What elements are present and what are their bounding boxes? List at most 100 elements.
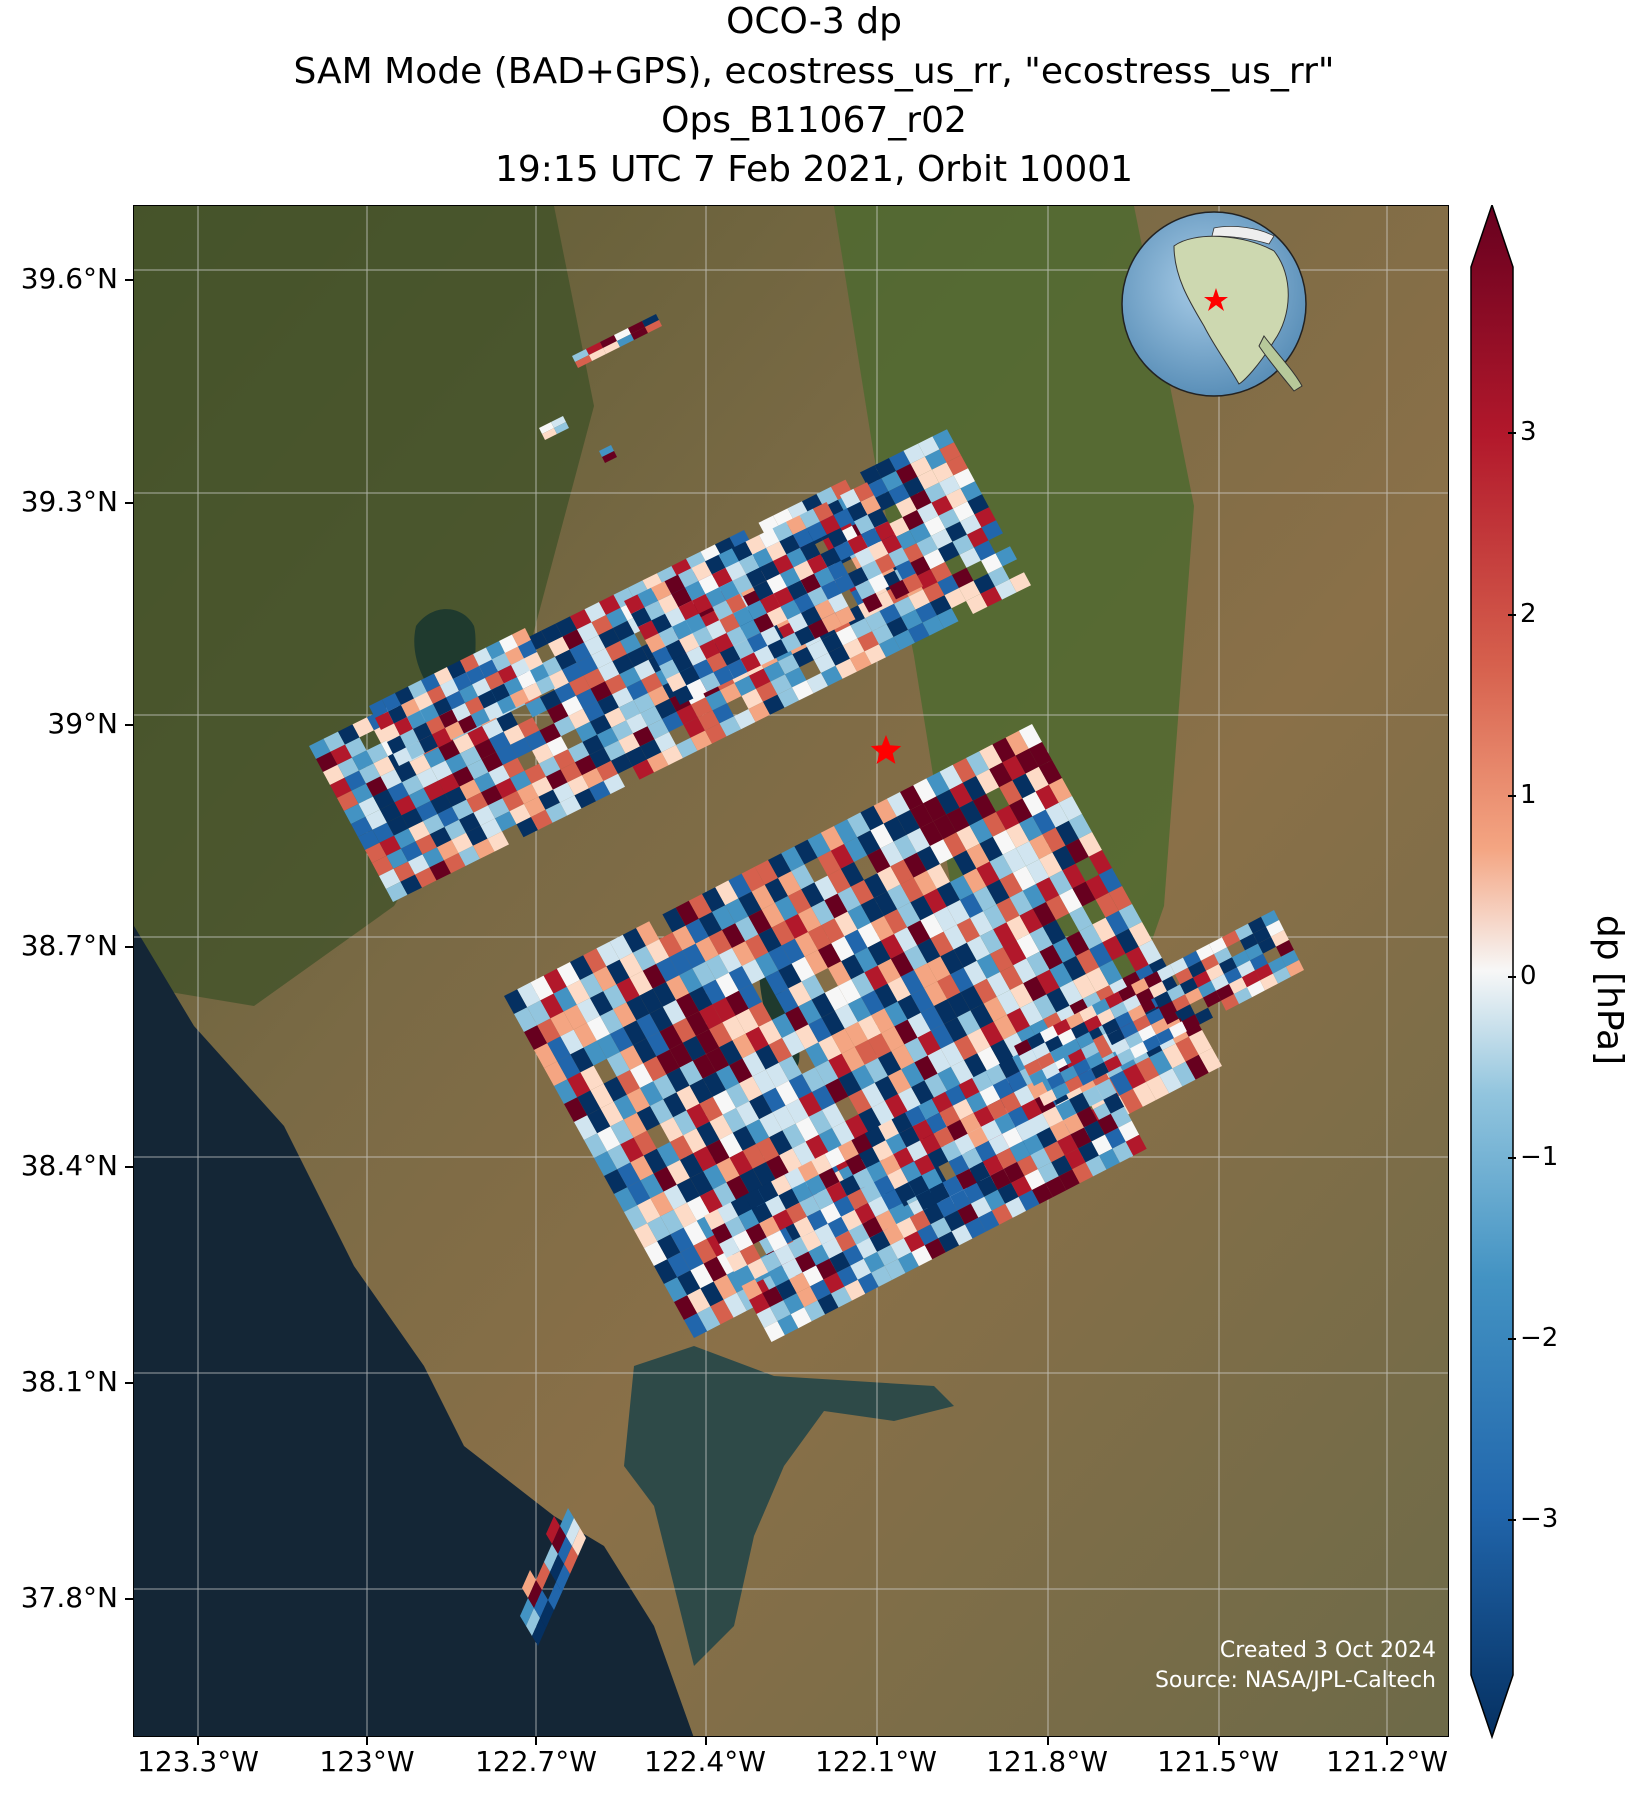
sounding-cell (827, 528, 848, 548)
sounding-cell (884, 1259, 906, 1280)
sounding-cell (619, 700, 641, 721)
sounding-cell (912, 1119, 934, 1141)
sounding-cell (459, 812, 481, 833)
sounding-cell (684, 1313, 708, 1338)
sounding-cell (1026, 859, 1050, 884)
sounding-cell (568, 742, 590, 763)
sounding-cell (1022, 884, 1046, 909)
sounding-cell (431, 760, 453, 781)
sounding-cell (467, 726, 489, 747)
sounding-cell (1086, 967, 1110, 992)
sounding-cell (746, 600, 767, 620)
sounding-cell (950, 1060, 974, 1085)
sounding-cell (605, 641, 627, 662)
sounding-cell (894, 927, 918, 952)
sounding-cell (596, 1034, 620, 1059)
sounding-cell (409, 788, 431, 809)
sounding-cell (976, 1175, 998, 1197)
sounding-cell (380, 802, 402, 823)
sounding-cell (486, 641, 505, 660)
sounding-cell (1260, 973, 1278, 991)
sounding-cell (709, 1114, 733, 1140)
sounding-cell (978, 1210, 1000, 1232)
sounding-cell (949, 782, 973, 808)
sounding-cell (804, 1300, 826, 1322)
lon-tick-4: 122.1°W (815, 1745, 937, 1778)
sounding-cell (679, 1060, 703, 1086)
sounding-cell (814, 567, 835, 587)
sounding-cell (961, 1147, 983, 1169)
sounding-cell (698, 912, 722, 937)
sounding-cell (365, 809, 387, 830)
sounding-cell (596, 760, 618, 781)
sounding-cell (884, 1094, 908, 1119)
sounding-cell (893, 1147, 915, 1169)
swath-fragment-bay (520, 1508, 586, 1646)
sounding-cell (689, 986, 713, 1012)
sounding-cell (309, 738, 331, 759)
sounding-cell (867, 848, 891, 874)
sounding-cell (659, 1024, 683, 1050)
sounding-cell (554, 716, 576, 737)
sounding-cell (534, 1043, 558, 1068)
sounding-cell (547, 703, 569, 724)
sounding-cell (738, 1209, 760, 1231)
sounding-cell (624, 594, 645, 614)
sounding-cell (554, 682, 576, 703)
sounding-cell (850, 1258, 872, 1280)
sounding-cell (650, 1191, 674, 1217)
sounding-cell (1229, 977, 1247, 994)
sounding-cell (814, 599, 835, 620)
sounding-cell (899, 1126, 920, 1148)
sounding-cell (789, 1272, 811, 1294)
sounding-cell (636, 1013, 660, 1039)
sounding-cell (960, 893, 984, 918)
sounding-cell (927, 956, 951, 982)
sounding-cell (851, 972, 875, 998)
sounding-cell (878, 1119, 900, 1141)
sounding-cell (498, 665, 517, 684)
sounding-cell (931, 495, 953, 516)
sounding-cell (894, 1019, 918, 1045)
sounding-cell (1255, 963, 1273, 981)
sounding-cell (871, 1100, 895, 1126)
sounding-cell (996, 805, 1020, 830)
sounding-cell (904, 1037, 928, 1063)
sounding-cell (765, 1195, 786, 1217)
sounding-cell (833, 1195, 855, 1217)
sounding-cell (1032, 809, 1056, 835)
sounding-cell (685, 918, 709, 944)
sounding-cell (686, 1011, 710, 1036)
sounding-cell (909, 1210, 931, 1232)
sounding-cell (1156, 1028, 1174, 1045)
sounding-cell (836, 625, 858, 646)
sounding-cell (657, 1234, 681, 1260)
sounding-cell (553, 986, 577, 1012)
sounding-cell (903, 1231, 925, 1253)
sounding-cell (907, 1012, 931, 1038)
sounding-cell (798, 999, 822, 1025)
sounding-cell (739, 1244, 761, 1266)
sounding-cell (1084, 1015, 1102, 1032)
sounding-cell (611, 753, 633, 774)
sounding-cell (474, 772, 496, 793)
sounding-cell (726, 1251, 748, 1272)
sounding-cell (799, 508, 820, 529)
sounding-cell (1076, 1106, 1098, 1128)
credit-created: Created 3 Oct 2024 (1219, 1638, 1436, 1663)
sounding-cell (821, 918, 845, 944)
sounding-cell (693, 1238, 717, 1264)
sounding-cell (993, 1014, 1017, 1040)
sounding-cell (974, 540, 996, 561)
sounding-cell (1003, 940, 1027, 966)
sounding-cell (875, 553, 896, 574)
sounding-cell (740, 619, 761, 640)
sounding-cell (345, 737, 367, 758)
sounding-cell (716, 1157, 740, 1183)
sounding-cell (847, 501, 868, 522)
sounding-cell (814, 652, 836, 673)
sounding-cell (1048, 778, 1072, 803)
sounding-cell (781, 938, 805, 964)
sounding-cell (917, 938, 941, 964)
sounding-cell (700, 1281, 724, 1307)
